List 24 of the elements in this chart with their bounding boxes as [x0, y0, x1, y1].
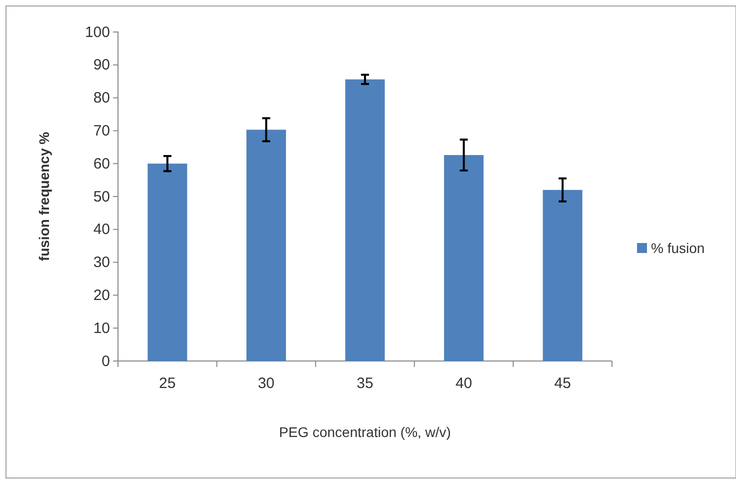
x-tick-label: 45	[554, 375, 571, 392]
bar	[345, 79, 385, 361]
x-axis-title: PEG concentration (%, w/v)	[279, 424, 451, 440]
legend-label: % fusion	[651, 240, 705, 256]
y-tick-label: 0	[102, 352, 110, 370]
y-tick-label: 100	[84, 24, 110, 41]
x-tick-label: 40	[455, 375, 472, 392]
x-tick-label: 35	[356, 375, 374, 392]
y-tick-label: 20	[93, 287, 110, 304]
bar	[542, 190, 582, 361]
bar	[148, 164, 188, 361]
y-tick-label: 30	[93, 254, 110, 272]
y-tick-label: 90	[93, 56, 110, 74]
y-axis-title: fusion frequency %	[36, 131, 52, 262]
bar	[246, 130, 286, 361]
y-tick-label: 80	[93, 90, 110, 107]
x-tick-label: 25	[159, 375, 176, 392]
y-tick-label: 70	[93, 122, 110, 140]
y-tick-label: 40	[93, 221, 110, 238]
y-tick-label: 50	[93, 188, 110, 206]
bar	[444, 155, 484, 361]
x-tick-label: 30	[258, 375, 275, 392]
y-tick-label: 60	[93, 155, 110, 172]
y-tick-label: 10	[93, 320, 110, 337]
